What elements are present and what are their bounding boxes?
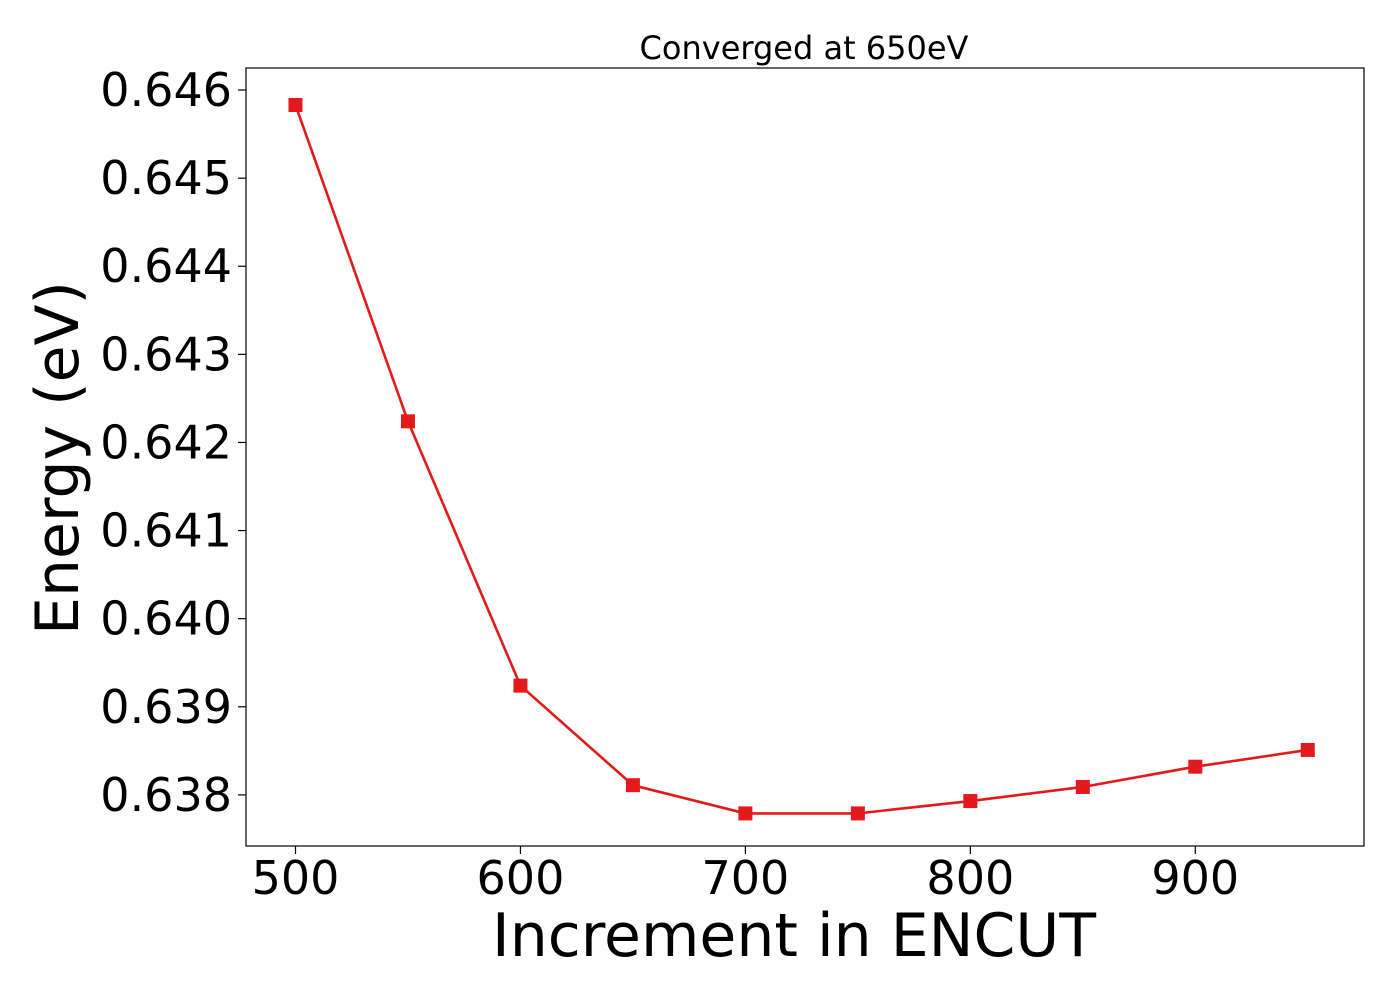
plot-area [245, 67, 1365, 847]
data-point-marker [738, 806, 753, 821]
x-tick-label: 500 [252, 851, 340, 905]
y-tick-label: 0.640 [100, 592, 232, 646]
data-point-marker [400, 414, 415, 429]
data-point-marker [963, 794, 978, 809]
data-point-marker [1300, 742, 1315, 757]
data-point-marker [625, 778, 640, 793]
y-tick-label: 0.639 [100, 680, 232, 734]
y-tick-label: 0.638 [100, 768, 232, 822]
data-point-marker [850, 806, 865, 821]
x-axis-title: Increment in ENCUT [492, 901, 1096, 971]
data-point-marker [1188, 759, 1203, 774]
y-axis-ticks: 0.638 0.639 0.640 0.641 0.642 0.643 0.644 0.645… [100, 63, 246, 822]
data-point-marker [1075, 779, 1090, 794]
x-tick-label: 800 [926, 851, 1014, 905]
x-axis-ticks: 500 600 700 800 900 [252, 846, 1239, 905]
y-tick-label: 0.646 [100, 63, 232, 117]
series-layer [288, 98, 1315, 821]
chart-title: Converged at 650eV [640, 29, 969, 67]
x-tick-label: 600 [477, 851, 565, 905]
y-tick-label: 0.641 [100, 504, 232, 558]
data-point-marker [513, 678, 528, 693]
series-line [294, 104, 1308, 815]
plot-frame [245, 67, 1365, 847]
data-point-marker [288, 98, 303, 113]
x-tick-label: 700 [701, 851, 789, 905]
y-tick-label: 0.643 [100, 327, 232, 381]
x-tick-label: 900 [1151, 851, 1239, 905]
y-axis-title: Energy (eV) [23, 281, 93, 635]
y-tick-label: 0.645 [100, 151, 232, 205]
y-tick-label: 0.642 [100, 415, 232, 469]
y-tick-label: 0.644 [100, 239, 232, 293]
